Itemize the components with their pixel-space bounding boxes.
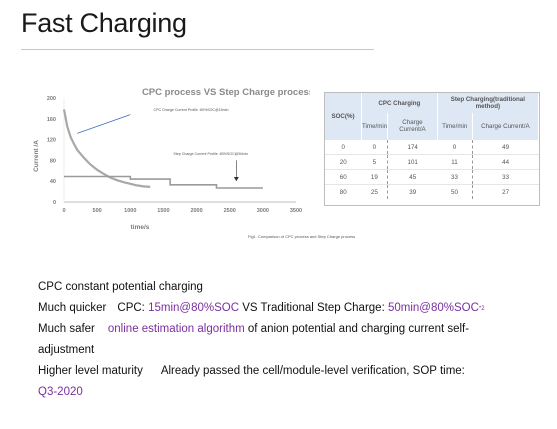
quicker-vs-label: VS Traditional Step Charge: — [242, 302, 385, 314]
cell-cpc-time: 25 — [361, 184, 388, 199]
safer-label: Much safer — [38, 323, 95, 335]
y-axis-label: Current /A — [33, 140, 40, 172]
sub-header-cpc-time: Time/min — [361, 113, 389, 140]
sub-header-step-time: Time/min — [437, 113, 473, 140]
quicker-cpc-label: CPC: — [117, 302, 145, 314]
y-tick-label: 0 — [53, 200, 56, 206]
x-axis-label: time/s — [131, 224, 150, 231]
maturity-label: Higher level maturity — [38, 365, 143, 377]
series-line-step — [64, 175, 263, 189]
table-row: 20 5 101 11 44 — [325, 154, 539, 170]
safer-algorithm-text: online estimation algorithm — [107, 323, 245, 335]
x-tick-label: 3000 — [257, 208, 269, 214]
cell-step-current: 49 — [471, 139, 539, 155]
y-tick-label: 40 — [50, 179, 56, 185]
title-divider — [21, 49, 374, 50]
x-tick-label: 2000 — [190, 208, 202, 214]
bullet-cpc: CPC constant potential charging — [38, 277, 485, 298]
cell-step-time: 11 — [437, 154, 473, 170]
x-tick-label: 0 — [62, 208, 65, 214]
cell-step-time: 50 — [437, 184, 473, 199]
table-row: 80 25 39 50 27 — [325, 184, 539, 199]
cell-cpc-current: 39 — [387, 184, 438, 199]
x-tick-label: 1000 — [124, 208, 136, 214]
col-header-soc: SOC(%) — [325, 93, 362, 140]
bullet-safer: Much safer online estimation algorithm of… — [38, 319, 485, 340]
callout-line-cpc — [77, 114, 131, 134]
quicker-step-value: 50min@80%SOC — [387, 302, 479, 314]
cell-cpc-time: 5 — [361, 154, 388, 170]
maturity-date: Q3-2020 — [38, 386, 83, 398]
cell-soc: 20 — [325, 154, 362, 170]
bullet-maturity-date: Q3-2020 — [38, 382, 485, 403]
x-tick-label: 500 — [93, 208, 102, 214]
cell-step-current: 44 — [471, 154, 539, 170]
safer-continued-text: adjustment — [38, 344, 95, 356]
bullet-list: CPC constant potential charging Much qui… — [38, 277, 485, 403]
cell-step-time: 33 — [437, 169, 473, 185]
cell-soc: 80 — [325, 184, 362, 199]
table-row: 0 0 174 0 49 — [325, 139, 539, 155]
x-tick-label: 3500 — [290, 208, 302, 214]
y-tick-label: 160 — [47, 117, 56, 123]
sub-header-cpc-current: Charge Current/A — [387, 113, 438, 140]
chart-title: CPC process VS Step Charge process — [142, 87, 310, 98]
y-tick-label: 120 — [47, 138, 56, 144]
quicker-cpc-value: 15min@80%SOC — [148, 302, 240, 314]
series-line-cpc — [62, 109, 151, 188]
footnote-marker: *2 — [478, 306, 485, 312]
col-header-cpc: CPC Charging — [361, 93, 438, 113]
cell-cpc-time: 19 — [361, 169, 388, 185]
safer-rest-text: of anion potential and charging current … — [247, 323, 470, 335]
chart: CPC process VS Step Charge process 0 500 10… — [28, 86, 314, 236]
cell-step-current: 33 — [471, 169, 539, 185]
slide-title: Fast Charging — [21, 8, 187, 38]
y-tick-label: 80 — [50, 158, 56, 164]
bullet-safer-cont: adjustment — [38, 340, 485, 361]
sub-header-step-current: Charge Current/A — [472, 113, 540, 140]
cell-soc: 60 — [325, 169, 362, 185]
col-header-step: Step Charging(traditional method) — [437, 93, 540, 113]
x-tick-label: 1500 — [157, 208, 169, 214]
bullet-quicker: Much quicker CPC: 15min@80%SOC VS Traditi… — [38, 298, 485, 319]
callout-arrow-step — [233, 177, 239, 182]
cell-cpc-current: 45 — [387, 169, 438, 185]
bullet-maturity: Higher level maturity Already passed the … — [38, 361, 485, 382]
bullet-cpc-text: CPC constant potential charging — [38, 281, 203, 293]
quicker-label: Much quicker — [38, 302, 107, 314]
cell-cpc-time: 0 — [361, 139, 388, 155]
y-tick-label: 200 — [47, 96, 56, 102]
cell-step-time: 0 — [437, 139, 473, 155]
callout-step: Step Charge Current Profile :80%SOC@50mi… — [173, 152, 248, 156]
comparison-table: SOC(%) CPC Charging Step Charging(tradit… — [324, 92, 540, 206]
cell-step-current: 27 — [471, 184, 539, 199]
figure-caption: Fig1. Comparison of CPC process and Step… — [248, 234, 356, 239]
cell-cpc-current: 174 — [387, 139, 438, 155]
callout-cpc: CPC Charge Current Profile :80%SOC@15min — [153, 108, 228, 112]
table-row: 60 19 45 33 33 — [325, 169, 539, 185]
chart-svg: CPC process VS Step Charge process 0 500 10… — [33, 87, 314, 231]
cell-soc: 0 — [325, 139, 362, 155]
maturity-text: Already passed the cell/module-level ver… — [160, 365, 465, 377]
cell-cpc-current: 101 — [387, 154, 438, 170]
x-tick-label: 2500 — [224, 208, 236, 214]
